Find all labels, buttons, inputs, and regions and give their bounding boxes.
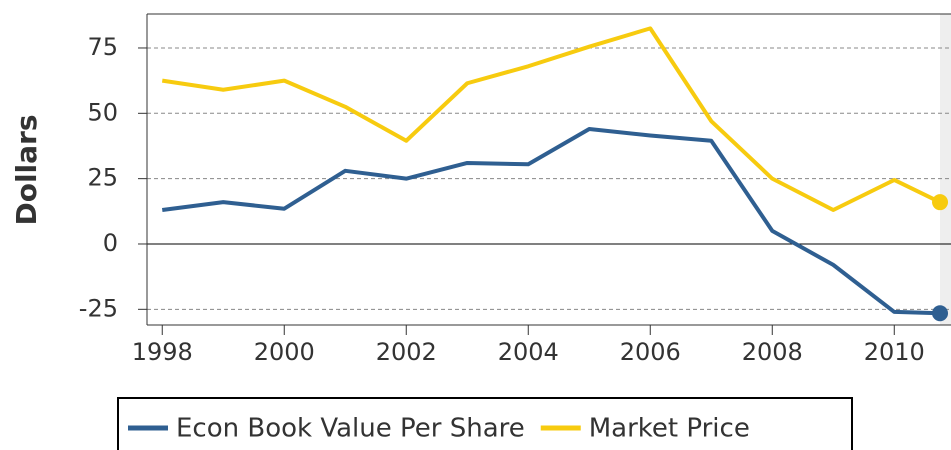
- scroll-band: [940, 14, 951, 325]
- x-tick-label: 2004: [498, 338, 559, 366]
- x-tick-label: 1998: [132, 338, 193, 366]
- legend-box: [117, 397, 853, 450]
- legend-label: Market Price: [589, 414, 750, 444]
- y-tick-label: -25: [79, 294, 118, 322]
- y-tick-label: 0: [103, 229, 118, 257]
- y-axis-label: Dollars: [10, 114, 43, 225]
- y-tick-label: 75: [87, 33, 118, 61]
- y-tick-label: 25: [87, 164, 118, 192]
- line: [161, 26, 941, 213]
- y-tick-label: 50: [87, 98, 118, 126]
- legend-label: Econ Book Value Per Share: [176, 414, 525, 444]
- end-marker: [932, 194, 949, 211]
- x-tick-label: 2008: [742, 338, 803, 366]
- end-marker: [932, 305, 949, 322]
- x-tick-label: 2010: [864, 338, 925, 366]
- x-tick-label: 2006: [620, 338, 681, 366]
- x-tick-label: 2000: [254, 338, 315, 366]
- line: [161, 126, 941, 316]
- x-tick-label: 2002: [376, 338, 437, 366]
